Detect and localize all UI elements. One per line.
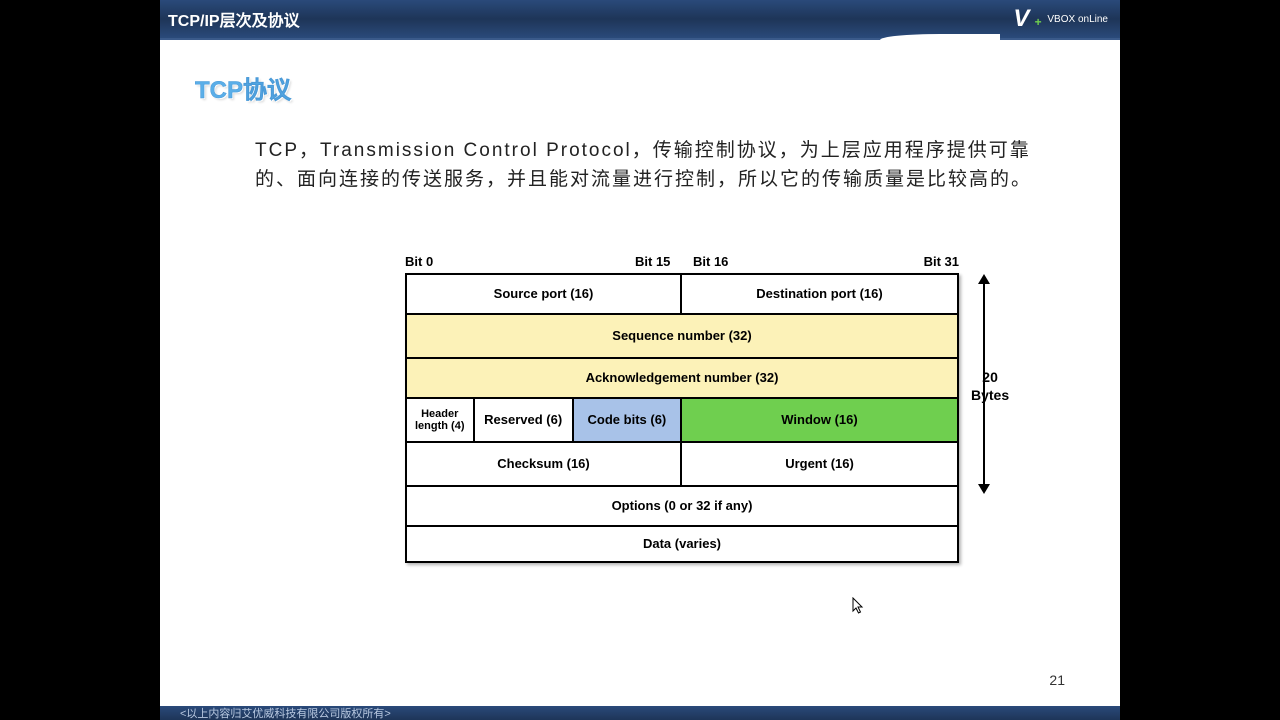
table-row: Data (varies) bbox=[407, 527, 957, 561]
bit-0-label: Bit 0 bbox=[405, 254, 635, 269]
footer-bar: <以上内容归艾优威科技有限公司版权所有> bbox=[160, 706, 1120, 720]
header-bar: TCP/IP层次及协议 V + VBOX onLine bbox=[160, 0, 1120, 40]
table-row: Source port (16) Destination port (16) bbox=[407, 275, 957, 315]
logo-text: VBOX onLine bbox=[1047, 14, 1108, 25]
arrow-label-20: 20 bbox=[971, 368, 1009, 386]
content: TCP协议 TCP，Transmission Control Protocol，… bbox=[160, 40, 1120, 563]
hdr-len-cell: Header length (4) bbox=[407, 399, 475, 441]
tcp-header-diagram: Bit 0 Bit 15 Bit 16 Bit 31 Source port (… bbox=[195, 254, 1085, 563]
header-logo: V + VBOX onLine bbox=[1013, 5, 1108, 33]
logo-plus-icon: + bbox=[1034, 15, 1041, 29]
table-row: Sequence number (32) bbox=[407, 315, 957, 359]
source-port-cell: Source port (16) bbox=[407, 275, 682, 313]
window-cell: Window (16) bbox=[682, 399, 957, 441]
section-title: TCP协议 bbox=[195, 70, 1085, 105]
arrow-down-icon bbox=[978, 484, 990, 494]
data-cell: Data (varies) bbox=[407, 527, 957, 561]
logo-v: V bbox=[1013, 5, 1029, 33]
table-row: Acknowledgement number (32) bbox=[407, 359, 957, 399]
seq-cell: Sequence number (32) bbox=[407, 315, 957, 357]
header-curve bbox=[880, 34, 1000, 40]
checksum-cell: Checksum (16) bbox=[407, 443, 682, 485]
slide: TCP/IP层次及协议 V + VBOX onLine TCP协议 TCP，Tr… bbox=[160, 0, 1120, 720]
dest-port-cell: Destination port (16) bbox=[682, 275, 957, 313]
header-title: TCP/IP层次及协议 bbox=[168, 7, 300, 31]
tcp-table: Source port (16) Destination port (16) S… bbox=[405, 273, 959, 563]
description: TCP，Transmission Control Protocol，传输控制协议… bbox=[195, 137, 1085, 194]
reserved-cell: Reserved (6) bbox=[475, 399, 574, 441]
arrow-label: 20 Bytes bbox=[971, 368, 1009, 404]
bit-31-label: Bit 31 bbox=[915, 254, 959, 269]
codebits-cell: Code bits (6) bbox=[574, 399, 682, 441]
options-cell: Options (0 or 32 if any) bbox=[407, 487, 957, 525]
page-number: 21 bbox=[1049, 672, 1065, 688]
bit-labels: Bit 0 Bit 15 Bit 16 Bit 31 bbox=[405, 254, 959, 269]
bit-16-label: Bit 16 bbox=[693, 254, 915, 269]
bytes-arrow: 20 Bytes bbox=[965, 276, 1025, 492]
urgent-cell: Urgent (16) bbox=[682, 443, 957, 485]
table-row: Checksum (16) Urgent (16) bbox=[407, 443, 957, 487]
ack-cell: Acknowledgement number (32) bbox=[407, 359, 957, 397]
bit-15-label: Bit 15 bbox=[635, 254, 693, 269]
arrow-label-bytes: Bytes bbox=[971, 386, 1009, 404]
table-row: Header length (4) Reserved (6) Code bits… bbox=[407, 399, 957, 443]
table-row: Options (0 or 32 if any) bbox=[407, 487, 957, 527]
